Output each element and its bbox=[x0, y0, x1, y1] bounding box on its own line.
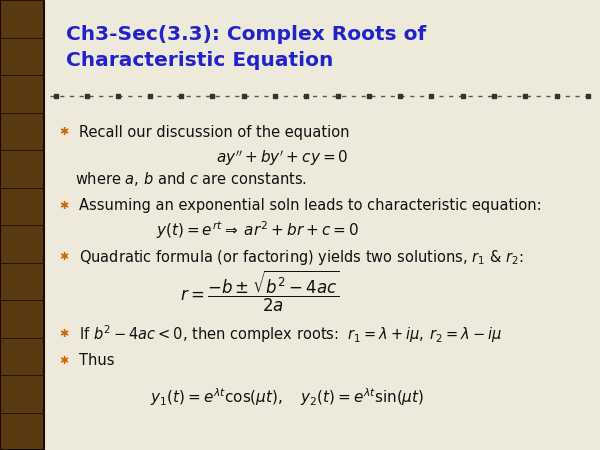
Text: Quadratic formula (or factoring) yields two solutions, $r_1$ & $r_2$:: Quadratic formula (or factoring) yields … bbox=[79, 248, 523, 267]
Text: If $b^2 - 4ac < 0$, then complex roots:  $r_1 = \lambda + i\mu,\; r_2 = \lambda : If $b^2 - 4ac < 0$, then complex roots: … bbox=[79, 323, 502, 345]
Text: Thus: Thus bbox=[79, 353, 115, 369]
Text: ✱: ✱ bbox=[59, 329, 69, 339]
Text: Assuming an exponential soln leads to characteristic equation:: Assuming an exponential soln leads to ch… bbox=[79, 198, 542, 213]
Bar bbox=[0, 0, 44, 450]
Text: Ch3-Sec(3.3): Complex Roots of: Ch3-Sec(3.3): Complex Roots of bbox=[66, 25, 426, 44]
Text: $ay^{\prime\prime} + by^{\prime} + cy = 0$: $ay^{\prime\prime} + by^{\prime} + cy = … bbox=[216, 148, 349, 168]
Text: ✱: ✱ bbox=[59, 252, 69, 262]
Text: ✱: ✱ bbox=[59, 127, 69, 137]
Text: ✱: ✱ bbox=[59, 201, 69, 211]
Text: Characteristic Equation: Characteristic Equation bbox=[66, 51, 334, 70]
Text: where $a$, $b$ and $c$ are constants.: where $a$, $b$ and $c$ are constants. bbox=[75, 170, 307, 188]
Text: $y_1(t) = e^{\lambda t}\cos(\mu t), \quad y_2(t) = e^{\lambda t}\sin(\mu t)$: $y_1(t) = e^{\lambda t}\cos(\mu t), \qua… bbox=[150, 386, 424, 408]
Text: $r = \dfrac{-b \pm \sqrt{b^2 - 4ac}}{2a}$: $r = \dfrac{-b \pm \sqrt{b^2 - 4ac}}{2a}… bbox=[180, 269, 340, 314]
Text: Recall our discussion of the equation: Recall our discussion of the equation bbox=[79, 125, 350, 140]
Text: ✱: ✱ bbox=[59, 356, 69, 366]
Text: $y(t) = e^{rt} \Rightarrow\; ar^2 + br + c = 0$: $y(t) = e^{rt} \Rightarrow\; ar^2 + br +… bbox=[156, 220, 359, 241]
